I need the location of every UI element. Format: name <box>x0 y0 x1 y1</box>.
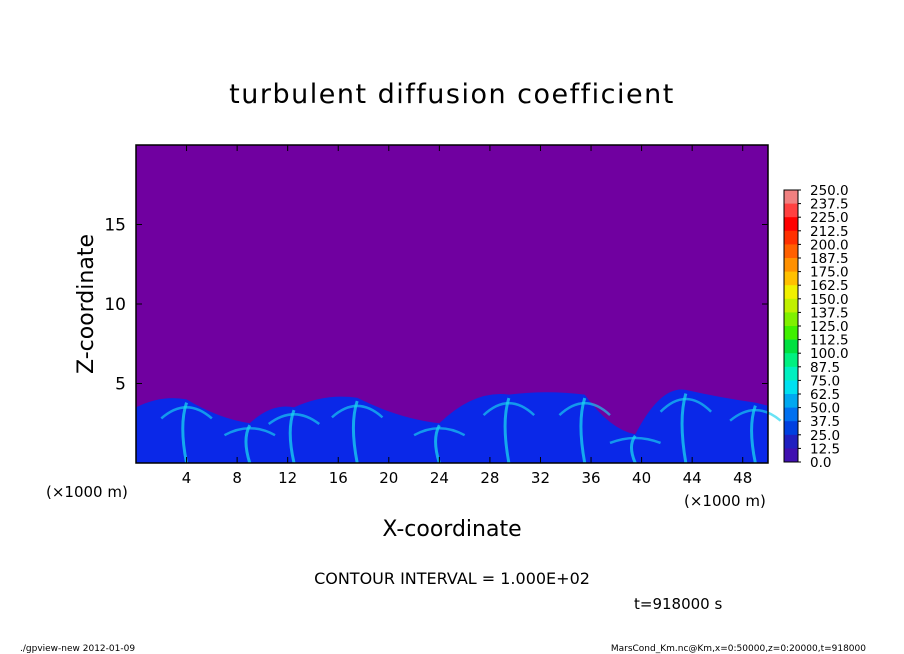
colorbar-swatch <box>784 285 798 300</box>
colorbar-label: 162.5 <box>810 278 849 294</box>
x-tick-label: 24 <box>430 469 449 487</box>
y-axis-label: Z-coordinate <box>74 234 99 374</box>
colorbar-label: 25.0 <box>810 428 840 444</box>
x-tick-label: 28 <box>480 469 499 487</box>
colorbar-swatch <box>784 271 798 286</box>
footer-right: MarsCond_Km.nc@Km,x=0:50000,z=0:20000,t=… <box>611 644 866 654</box>
plume-cap <box>729 408 782 422</box>
colorbar-label: 0.0 <box>810 455 831 471</box>
contour-interval: CONTOUR INTERVAL = 1.000E+02 <box>314 569 590 588</box>
plume-cap <box>267 413 321 426</box>
x-unit-right: (×1000 m) <box>684 492 766 510</box>
x-axis-ticks: 4 8 12 16 20 24 28 32 36 40 44 48 <box>182 145 752 487</box>
colorbar-swatch <box>784 298 798 313</box>
x-unit-left: (×1000 m) <box>46 483 128 501</box>
chart-title: turbulent diffusion coefficient <box>229 79 675 110</box>
colorbar-label: 150.0 <box>810 292 849 308</box>
x-tick-label: 44 <box>683 469 702 487</box>
colorbar-swatch <box>784 394 798 409</box>
y-tick-label: 10 <box>104 295 126 315</box>
colorbar: 250.0237.5225.0212.5200.0187.5175.0162.5… <box>783 183 849 471</box>
x-tick-label: 40 <box>632 469 651 487</box>
x-tick-label: 16 <box>329 469 348 487</box>
colorbar-swatch <box>784 407 798 422</box>
colorbar-swatch <box>784 190 798 205</box>
y-tick-label: 5 <box>115 375 126 395</box>
plume-cap <box>331 404 384 419</box>
footer-left: ./gpview-new 2012-01-09 <box>20 644 135 654</box>
colorbar-swatch <box>784 312 798 327</box>
plume-cap <box>609 436 662 445</box>
field-layer <box>136 389 782 464</box>
colorbar-swatch <box>784 217 798 232</box>
plume-cap <box>659 397 713 413</box>
plume-cap <box>413 426 466 437</box>
boundary-layer-region <box>136 389 768 463</box>
colorbar-swatch <box>784 244 798 259</box>
x-tick-label: 20 <box>379 469 398 487</box>
colorbar-label: 200.0 <box>810 237 849 253</box>
x-axis-label: X-coordinate <box>382 517 521 542</box>
colorbar-label: 212.5 <box>810 224 849 240</box>
plume-cap <box>160 406 213 420</box>
x-tick-label: 4 <box>182 469 192 487</box>
colorbar-label: 100.0 <box>810 346 849 362</box>
x-tick-label: 48 <box>733 469 752 487</box>
time-label: t=918000 s <box>634 595 722 613</box>
colorbar-swatch <box>784 339 798 354</box>
colorbar-label: 125.0 <box>810 319 849 335</box>
colorbar-swatch <box>784 421 798 436</box>
colorbar-swatch <box>784 366 798 381</box>
colorbar-label: 187.5 <box>810 251 849 267</box>
colorbar-label: 87.5 <box>810 360 840 376</box>
colorbar-swatch <box>784 203 798 218</box>
colorbar-label: 225.0 <box>810 210 849 226</box>
x-tick-label: 36 <box>581 469 600 487</box>
colorbar-label: 137.5 <box>810 305 849 321</box>
colorbar-swatch <box>784 353 798 368</box>
colorbar-label: 237.5 <box>810 197 849 213</box>
colorbar-label: 50.0 <box>810 401 840 417</box>
colorbar-label: 175.0 <box>810 265 849 281</box>
plume-cap <box>482 401 536 417</box>
plume-cap <box>558 401 611 417</box>
x-tick-label: 8 <box>232 469 242 487</box>
colorbar-swatch <box>784 448 798 463</box>
colorbar-label: 12.5 <box>810 441 840 457</box>
y-tick-label: 15 <box>104 216 126 236</box>
colorbar-label: 75.0 <box>810 373 840 389</box>
colorbar-swatch <box>784 326 798 341</box>
y-axis-ticks: 5 10 15 <box>104 216 768 395</box>
colorbar-swatch <box>784 258 798 273</box>
colorbar-label: 62.5 <box>810 387 840 403</box>
colorbar-label: 250.0 <box>810 183 849 199</box>
colorbar-label: 37.5 <box>810 414 840 430</box>
colorbar-swatch <box>784 230 798 245</box>
colorbar-label: 112.5 <box>810 333 849 349</box>
colorbar-swatch <box>784 380 798 395</box>
plume-cap <box>223 426 276 437</box>
x-tick-label: 32 <box>531 469 550 487</box>
colorbar-swatch <box>784 434 798 449</box>
x-tick-label: 12 <box>278 469 297 487</box>
plot-area <box>135 144 782 464</box>
